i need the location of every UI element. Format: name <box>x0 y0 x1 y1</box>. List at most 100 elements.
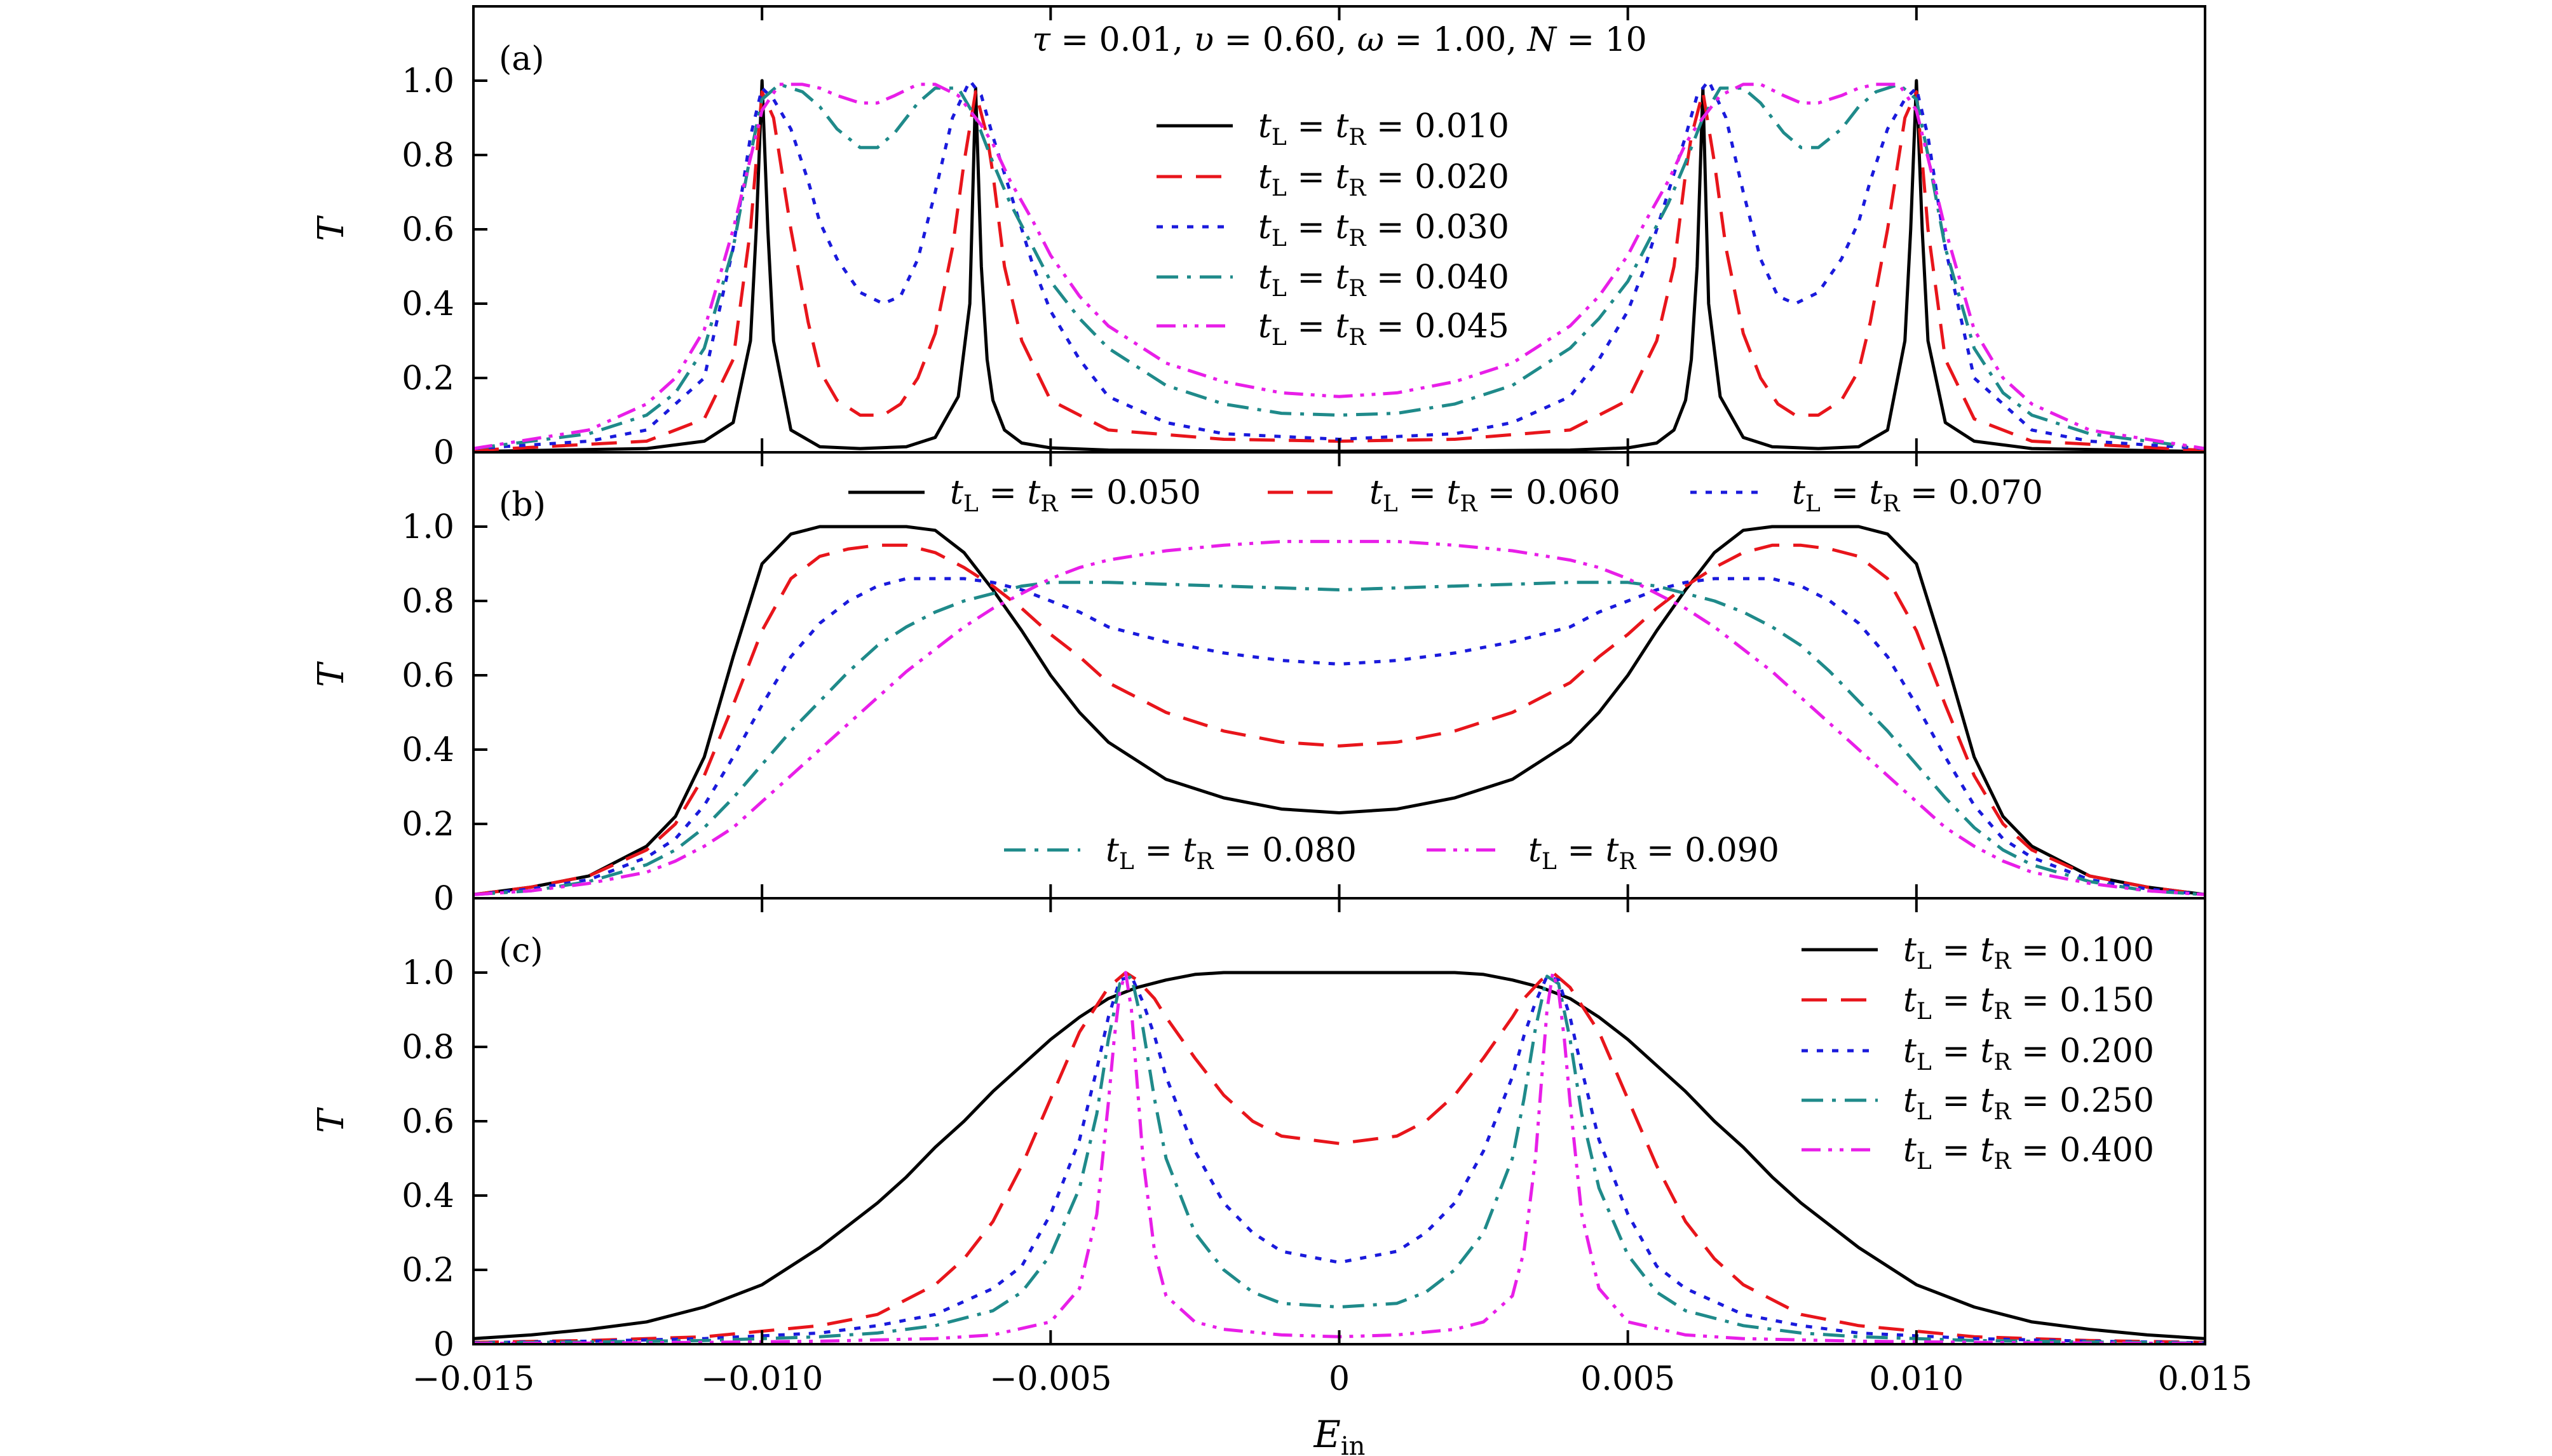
legend-entry: tL = tR = 0.250 <box>1802 1082 2154 1125</box>
legend-entry: tL = tR = 0.070 <box>1690 474 2043 517</box>
y-axis-label: T <box>311 661 352 687</box>
x-tick-label: 0.005 <box>1580 1360 1675 1398</box>
legend-equals: = <box>1899 474 1948 512</box>
legend-t-left: t <box>1369 474 1383 512</box>
legend-sub-left: L <box>1272 226 1287 252</box>
legend-label: tL = tR = 0.020 <box>1258 158 1509 201</box>
legend-t-left: t <box>1258 208 1272 246</box>
legend-equals: = <box>1821 474 1870 512</box>
legend-t-right: t <box>1183 832 1196 870</box>
legend-sub-right: R <box>1993 999 2011 1025</box>
legend-equals: = <box>979 474 1028 512</box>
legend-sub-right: R <box>1993 948 2011 974</box>
legend-equals: = <box>1366 259 1415 297</box>
legend-value: 0.050 <box>1106 474 1201 512</box>
legend-t-right: t <box>1335 259 1348 297</box>
legend-value: 0.045 <box>1415 307 1509 346</box>
panel-label: (c) <box>499 932 543 970</box>
legend-t-left: t <box>1792 474 1805 512</box>
legend-label: tL = tR = 0.080 <box>1106 832 1357 875</box>
legend-value: 0.150 <box>2060 981 2154 1020</box>
legend-sub-right: R <box>1348 276 1366 302</box>
series-line-0.200 <box>473 974 2205 1344</box>
legend-sub-right: R <box>1040 491 1058 517</box>
legend-entry: tL = tR = 0.050 <box>848 474 1201 517</box>
legend-value: 0.030 <box>1415 208 1509 246</box>
title-omega-val: = 1.00, <box>1384 21 1527 59</box>
legend-t-left: t <box>1903 1131 1917 1170</box>
legend-value: 0.060 <box>1526 474 1620 512</box>
legend-t-left: t <box>950 474 963 512</box>
legend-label: tL = tR = 0.040 <box>1258 259 1509 302</box>
legend-sub-right: R <box>1993 1149 2011 1175</box>
legend-t-right: t <box>1980 931 1993 969</box>
title-tau-val: = 0.01, <box>1050 21 1193 59</box>
legend-t-left: t <box>1106 832 1119 870</box>
legend-label: tL = tR = 0.400 <box>1903 1131 2154 1175</box>
legend-t-left: t <box>1903 1082 1917 1120</box>
legend-t-left: t <box>1528 832 1542 870</box>
legend-equals: = <box>1287 107 1336 145</box>
legend-label: tL = tR = 0.070 <box>1792 474 2043 517</box>
panel-b: 00.20.40.60.81.0T(b) tL = tR = 0.050 tL = … <box>311 451 2206 918</box>
legend-t-right: t <box>1980 1082 1993 1120</box>
legend-entry: tL = tR = 0.150 <box>1802 981 2154 1025</box>
y-tick-label: 0.6 <box>402 1103 454 1141</box>
legend-sub-left: L <box>1272 125 1287 151</box>
legend-equals: = <box>1366 307 1415 346</box>
legend-entry: tL = tR = 0.080 <box>1004 832 1357 875</box>
y-tick-label: 0.4 <box>402 1177 454 1215</box>
panel-label: (b) <box>499 486 546 524</box>
legend-equals: = <box>1287 208 1336 246</box>
series-line-0.090 <box>473 539 2205 896</box>
legend-entry: tL = tR = 0.100 <box>1802 931 2154 974</box>
x-tick-label: 0.015 <box>2158 1360 2253 1398</box>
series-line-0.050 <box>473 525 2205 896</box>
legend-value: 0.100 <box>2060 931 2154 969</box>
y-tick-label: 0.2 <box>402 806 454 844</box>
y-tick-label: 0.8 <box>402 137 454 175</box>
legend-equals: = <box>1287 259 1336 297</box>
legend-t-right: t <box>1980 1131 1993 1170</box>
title-tau-sym: τ <box>1032 21 1051 59</box>
title-n-val: = 10 <box>1556 21 1647 59</box>
legend-equals: = <box>1557 832 1606 870</box>
legend-t-left: t <box>1258 307 1272 346</box>
legend-label: tL = tR = 0.150 <box>1903 981 2154 1025</box>
legend-t-right: t <box>1335 307 1348 346</box>
legend-entry: tL = tR = 0.040 <box>1157 259 1509 302</box>
legend-equals: = <box>2011 931 2060 969</box>
legend-value: 0.090 <box>1685 832 1779 870</box>
legend-t-left: t <box>1903 931 1917 969</box>
legend-value: 0.080 <box>1262 832 1357 870</box>
legend-sub-right: R <box>1460 491 1477 517</box>
legend-t-right: t <box>1335 158 1348 196</box>
legend-t-right: t <box>1980 981 1993 1020</box>
legend-entry: tL = tR = 0.090 <box>1427 832 1779 875</box>
legend-value: 0.010 <box>1415 107 1509 145</box>
legend-t-right: t <box>1446 474 1460 512</box>
legend-equals: = <box>1287 158 1336 196</box>
legend-label: tL = tR = 0.010 <box>1258 107 1509 151</box>
legend-sub-right: R <box>1196 849 1214 875</box>
legend-t-left: t <box>1903 1032 1917 1070</box>
legend-equals: = <box>1932 981 1981 1020</box>
legend-label: tL = tR = 0.060 <box>1369 474 1620 517</box>
legend-sub-left: L <box>1917 1099 1932 1125</box>
series-line-0.150 <box>473 971 2205 1344</box>
legend-equals: = <box>1287 307 1336 346</box>
y-tick-label: 0 <box>433 1326 454 1364</box>
legend-label: tL = tR = 0.045 <box>1258 307 1509 351</box>
series-lines <box>473 525 2205 896</box>
legend-t-right: t <box>1335 107 1348 145</box>
y-axis-label: T <box>311 1107 352 1133</box>
x-axis-label-main: E <box>1313 1413 1341 1456</box>
legend-sub-left: L <box>1383 491 1398 517</box>
legend-sub-right: R <box>1348 175 1366 201</box>
legend-t-right: t <box>1027 474 1040 512</box>
legend-t-right: t <box>1980 1032 1993 1070</box>
legend-equals: = <box>1932 1131 1981 1170</box>
title-upsilon-sym: υ <box>1193 21 1214 59</box>
legend-equals: = <box>2011 981 2060 1020</box>
